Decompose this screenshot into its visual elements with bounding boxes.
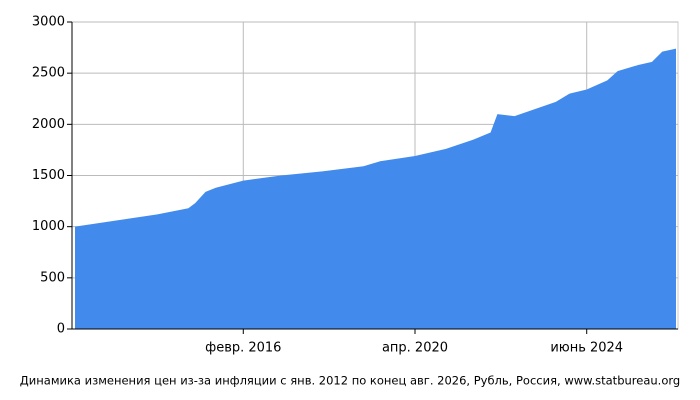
y-tick-label: 1500 — [32, 168, 65, 183]
chart-caption: Динамика изменения цен из-за инфляции с … — [20, 374, 680, 388]
area — [75, 48, 676, 330]
y-tick-label: 2000 — [32, 117, 65, 132]
y-tick-label: 1000 — [32, 219, 65, 234]
x-tick-label: июнь 2024 — [550, 341, 623, 356]
y-tick-label: 2500 — [32, 66, 65, 81]
y-tick-label: 0 — [57, 322, 65, 337]
x-tick-label: апр. 2020 — [382, 341, 448, 356]
x-tick-label: февр. 2016 — [205, 341, 281, 356]
y-tick-label: 3000 — [32, 15, 65, 30]
y-tick-label: 500 — [40, 270, 65, 285]
